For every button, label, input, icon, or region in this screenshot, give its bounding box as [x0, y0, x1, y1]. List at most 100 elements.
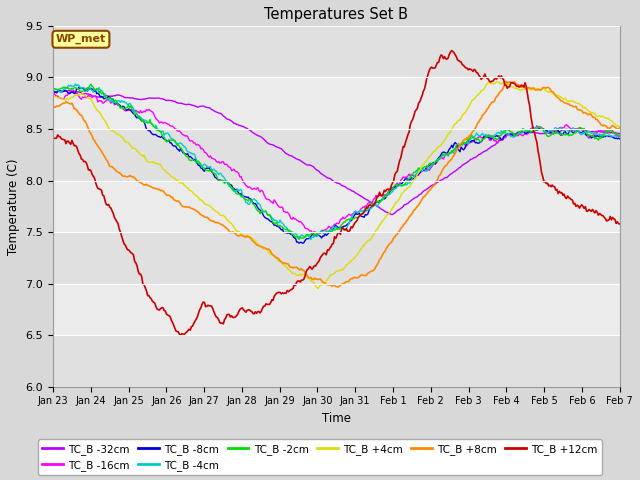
Line: TC_B -8cm: TC_B -8cm [53, 87, 620, 243]
TC_B +8cm [288, 264, 296, 270]
TC_B -4cm [49, 85, 57, 91]
TC_B -2cm [289, 232, 297, 238]
Bar [53, 129, 620, 180]
TC_B +12cm [448, 48, 456, 53]
TC_B -4cm [307, 237, 315, 242]
Line: TC_B +4cm: TC_B +4cm [53, 82, 620, 288]
Line: TC_B +12cm: TC_B +12cm [53, 50, 620, 335]
TC_B +12cm [566, 195, 574, 201]
TC_B +4cm [467, 100, 474, 106]
TC_B -4cm [566, 129, 574, 134]
TC_B +4cm [225, 219, 233, 225]
TC_B +12cm [395, 163, 403, 168]
Line: TC_B -4cm: TC_B -4cm [53, 84, 620, 240]
TC_B +4cm [395, 197, 403, 203]
TC_B +12cm [177, 332, 184, 337]
TC_B +12cm [367, 203, 375, 209]
Bar [53, 335, 620, 387]
TC_B -16cm [369, 199, 376, 205]
TC_B -4cm [616, 132, 623, 138]
TC_B -8cm [369, 204, 376, 209]
TC_B -16cm [227, 165, 234, 170]
TC_B -8cm [396, 182, 403, 188]
TC_B +4cm [288, 270, 296, 276]
TC_B -32cm [396, 206, 403, 212]
Line: TC_B -16cm: TC_B -16cm [53, 90, 620, 234]
TC_B -4cm [289, 229, 297, 235]
Text: WP_met: WP_met [56, 34, 106, 44]
TC_B +4cm [49, 94, 57, 99]
TC_B +8cm [334, 284, 342, 290]
TC_B -32cm [468, 156, 476, 162]
TC_B +8cm [502, 78, 510, 84]
TC_B -32cm [387, 212, 395, 217]
Title: Temperatures Set B: Temperatures Set B [264, 7, 408, 22]
TC_B +4cm [367, 235, 375, 241]
X-axis label: Time: Time [322, 412, 351, 425]
Bar [53, 284, 620, 335]
TC_B -4cm [468, 135, 476, 141]
TC_B -16cm [468, 139, 476, 145]
TC_B +8cm [49, 104, 57, 109]
TC_B -16cm [313, 231, 321, 237]
TC_B +8cm [395, 229, 403, 235]
Line: TC_B -32cm: TC_B -32cm [53, 90, 620, 215]
TC_B -8cm [49, 88, 57, 94]
Bar [53, 180, 620, 232]
TC_B -2cm [295, 237, 303, 242]
TC_B -16cm [566, 125, 574, 131]
TC_B -8cm [616, 136, 623, 142]
TC_B -8cm [75, 84, 83, 90]
TC_B +8cm [616, 125, 623, 131]
Y-axis label: Temperature (C): Temperature (C) [7, 158, 20, 254]
Bar [53, 26, 620, 77]
TC_B -8cm [468, 138, 476, 144]
TC_B -16cm [396, 180, 403, 186]
TC_B -32cm [49, 89, 57, 95]
TC_B -2cm [616, 132, 623, 138]
TC_B -8cm [299, 240, 307, 246]
TC_B -32cm [566, 127, 574, 133]
TC_B -32cm [367, 199, 375, 205]
Legend: TC_B -32cm, TC_B -16cm, TC_B -8cm, TC_B -4cm, TC_B -2cm, TC_B +4cm, TC_B +8cm, T: TC_B -32cm, TC_B -16cm, TC_B -8cm, TC_B … [38, 439, 602, 475]
TC_B -8cm [289, 233, 297, 239]
TC_B -16cm [289, 215, 297, 220]
TC_B +8cm [225, 228, 233, 234]
TC_B -32cm [227, 118, 234, 123]
TC_B +12cm [616, 221, 623, 227]
TC_B -2cm [87, 81, 95, 87]
TC_B -2cm [468, 132, 476, 138]
TC_B +8cm [467, 132, 474, 138]
TC_B +4cm [566, 98, 574, 104]
TC_B -2cm [49, 86, 57, 92]
TC_B -4cm [72, 81, 79, 87]
TC_B -32cm [616, 131, 623, 136]
TC_B -2cm [369, 202, 376, 208]
Bar [53, 232, 620, 284]
TC_B -2cm [566, 132, 574, 137]
TC_B -16cm [49, 91, 57, 96]
TC_B +12cm [468, 67, 476, 73]
TC_B -4cm [369, 204, 376, 209]
TC_B -16cm [616, 134, 623, 140]
TC_B +12cm [49, 136, 57, 142]
TC_B +4cm [494, 79, 502, 85]
TC_B -8cm [227, 182, 234, 188]
TC_B -4cm [227, 183, 234, 189]
TC_B -8cm [566, 128, 574, 134]
TC_B +4cm [616, 124, 623, 130]
TC_B +12cm [227, 314, 234, 320]
TC_B -32cm [65, 87, 72, 93]
TC_B -16cm [68, 87, 76, 93]
TC_B -2cm [227, 184, 234, 190]
Line: TC_B +8cm: TC_B +8cm [53, 81, 620, 287]
TC_B -32cm [289, 154, 297, 160]
Line: TC_B -2cm: TC_B -2cm [53, 84, 620, 240]
TC_B +8cm [566, 102, 574, 108]
TC_B -4cm [396, 181, 403, 187]
Bar [53, 77, 620, 129]
TC_B +8cm [367, 268, 375, 274]
TC_B -2cm [396, 182, 403, 188]
TC_B +4cm [314, 286, 322, 291]
TC_B +12cm [289, 285, 297, 291]
